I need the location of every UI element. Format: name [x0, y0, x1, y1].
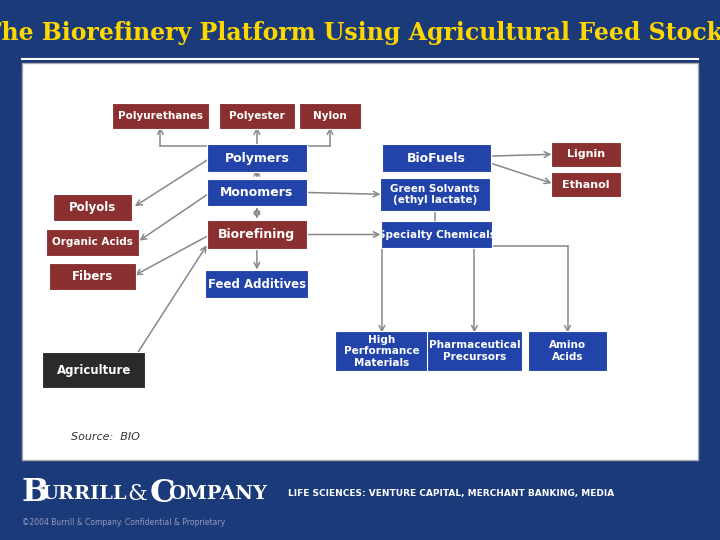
- FancyBboxPatch shape: [382, 144, 491, 172]
- FancyBboxPatch shape: [112, 103, 209, 129]
- Text: Amino
Acids: Amino Acids: [549, 340, 586, 362]
- FancyBboxPatch shape: [205, 271, 308, 298]
- FancyBboxPatch shape: [427, 331, 522, 371]
- Text: Polymers: Polymers: [225, 152, 289, 165]
- Text: Polyester: Polyester: [229, 111, 284, 121]
- FancyBboxPatch shape: [552, 172, 621, 197]
- FancyBboxPatch shape: [300, 103, 361, 129]
- Text: Biorefining: Biorefining: [218, 228, 295, 241]
- Text: C: C: [150, 478, 175, 509]
- FancyBboxPatch shape: [552, 142, 621, 167]
- FancyBboxPatch shape: [219, 103, 295, 129]
- Text: Specialty Chemicals: Specialty Chemicals: [377, 230, 495, 240]
- FancyBboxPatch shape: [42, 352, 145, 388]
- FancyBboxPatch shape: [207, 144, 307, 172]
- Text: Monomers: Monomers: [220, 186, 294, 199]
- Text: The Biorefinery Platform Using Agricultural Feed Stocks: The Biorefinery Platform Using Agricultu…: [0, 21, 720, 45]
- Text: High
Performance
Materials: High Performance Materials: [344, 334, 420, 368]
- FancyBboxPatch shape: [381, 221, 492, 248]
- FancyBboxPatch shape: [336, 331, 428, 371]
- FancyBboxPatch shape: [207, 179, 307, 206]
- Text: Source:  BIO: Source: BIO: [71, 432, 140, 442]
- Text: Organic Acids: Organic Acids: [52, 237, 133, 247]
- Text: URRILL: URRILL: [42, 485, 127, 503]
- Text: Fibers: Fibers: [72, 270, 113, 283]
- Text: OMPANY: OMPANY: [168, 485, 268, 503]
- Text: Pharmaceutical
Precursors: Pharmaceutical Precursors: [428, 340, 521, 362]
- Text: BioFuels: BioFuels: [407, 152, 466, 165]
- Text: Feed Additives: Feed Additives: [208, 278, 306, 291]
- FancyBboxPatch shape: [46, 229, 139, 255]
- Text: Ethanol: Ethanol: [562, 180, 610, 190]
- Text: B: B: [22, 477, 49, 508]
- Text: Polyurethanes: Polyurethanes: [118, 111, 203, 121]
- Text: Nylon: Nylon: [313, 111, 347, 121]
- FancyBboxPatch shape: [22, 63, 698, 461]
- Text: Polyols: Polyols: [69, 201, 116, 214]
- Text: Agriculture: Agriculture: [57, 364, 131, 377]
- Text: &: &: [128, 483, 155, 505]
- Text: ©2004 Burrill & Company. Confidential & Proprietary: ©2004 Burrill & Company. Confidential & …: [22, 518, 225, 527]
- Text: LIFE SCIENCES: VENTURE CAPITAL, MERCHANT BANKING, MEDIA: LIFE SCIENCES: VENTURE CAPITAL, MERCHANT…: [288, 489, 614, 498]
- FancyBboxPatch shape: [380, 178, 490, 211]
- FancyBboxPatch shape: [207, 220, 307, 249]
- FancyBboxPatch shape: [53, 194, 132, 221]
- Text: Green Solvants
(ethyl lactate): Green Solvants (ethyl lactate): [390, 184, 480, 205]
- FancyBboxPatch shape: [528, 331, 607, 371]
- Text: Lignin: Lignin: [567, 149, 606, 159]
- FancyBboxPatch shape: [49, 263, 136, 290]
